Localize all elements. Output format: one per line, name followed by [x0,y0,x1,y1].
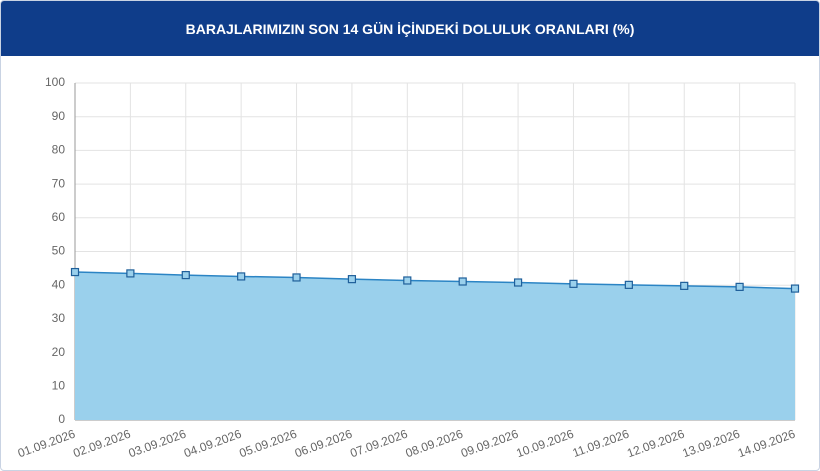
x-tick-label: 08.09.2026 [404,427,466,461]
y-tick-label: 80 [52,143,66,157]
point [292,273,301,282]
y-tick-label: 40 [52,277,66,291]
point [126,269,135,278]
point [513,278,523,287]
point [237,272,246,281]
y-tick-label: 50 [52,244,66,258]
point [790,284,800,293]
y-tick-label: 70 [52,176,66,190]
point [680,281,689,290]
point [70,267,80,277]
x-tick-label: 03.09.2026 [127,427,189,461]
line [74,271,796,290]
y-tick-label: 100 [45,75,65,89]
x-tick-label: 01.09.2026 [16,427,78,461]
x-tick-label: 13.09.2026 [680,427,742,461]
point [735,282,744,291]
y-tick-label: 10 [52,378,66,392]
point [569,279,578,288]
x-tick-label: 11.09.2026 [571,427,632,461]
area-fill [75,272,795,420]
x-tick-label: 05.09.2026 [237,427,299,461]
x-tick-label: 07.09.2026 [348,427,410,461]
y-tick-label: 60 [52,210,66,224]
y-tick-label: 20 [52,345,66,359]
y-tick-label: 90 [52,109,66,123]
y-tick-label: 30 [52,311,66,325]
point [624,280,633,289]
point [347,275,357,284]
x-tick-label: 02.09.2026 [71,427,133,461]
x-tick-label: 10.09.2026 [514,427,576,461]
x-tick-label: 09.09.2026 [459,427,521,461]
point [181,270,190,280]
x-tick-label: 06.09.2026 [293,427,355,461]
y-tick-label: 0 [58,412,65,426]
chart-title: BARAJLARIMIZIN SON 14 GÜN İÇİNDEKİ DOLUL… [1,1,819,56]
point [403,276,412,285]
x-tick-label: 12.09.2026 [625,427,687,461]
x-tick-label: 04.09.2026 [182,427,244,461]
point [458,277,467,286]
x-tick-label: 14.09.2026 [736,427,798,461]
